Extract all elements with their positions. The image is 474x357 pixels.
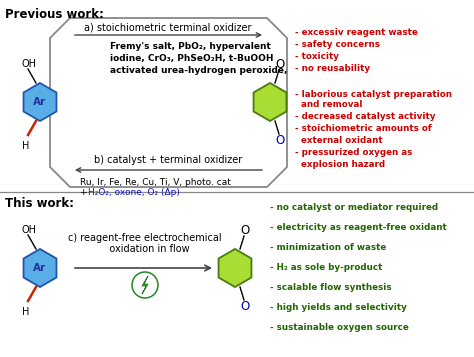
Text: - laborious catalyst preparation: - laborious catalyst preparation <box>295 90 452 99</box>
Text: - sustainable oxygen source: - sustainable oxygen source <box>270 323 409 332</box>
Text: - minimization of waste: - minimization of waste <box>270 243 386 252</box>
Text: - H₂ as sole by-product: - H₂ as sole by-product <box>270 263 383 272</box>
Text: oxidation in flow: oxidation in flow <box>100 244 190 254</box>
Polygon shape <box>24 83 56 121</box>
Text: O: O <box>275 135 284 147</box>
Text: O: O <box>240 301 250 313</box>
Text: and removal: and removal <box>295 100 363 109</box>
Text: Ru, Ir, Fe, Re, Cu, Ti, V, photo. cat: Ru, Ir, Fe, Re, Cu, Ti, V, photo. cat <box>80 178 231 187</box>
Text: Fremy's salt, PbO₂, hypervalent
iodine, CrO₃, PhSeO₂H, t-BuOOH
activated urea-hy: Fremy's salt, PbO₂, hypervalent iodine, … <box>110 42 287 75</box>
Text: +: + <box>80 188 91 197</box>
Text: - high yields and selectivity: - high yields and selectivity <box>270 303 407 312</box>
Text: b) catalyst + terminal oxidizer: b) catalyst + terminal oxidizer <box>94 155 242 165</box>
Text: This work:: This work: <box>5 197 74 210</box>
Text: Ar: Ar <box>34 97 46 107</box>
Text: OH: OH <box>22 59 37 69</box>
Text: O: O <box>275 57 284 70</box>
Polygon shape <box>219 249 251 287</box>
Polygon shape <box>254 83 286 121</box>
Text: explosion hazard: explosion hazard <box>295 160 385 169</box>
Text: - no reusability: - no reusability <box>295 64 370 73</box>
Text: H₂O₂, oxone, O₂ (Δp): H₂O₂, oxone, O₂ (Δp) <box>88 188 180 197</box>
Text: c) reagent-free electrochemical: c) reagent-free electrochemical <box>68 233 222 243</box>
Polygon shape <box>24 249 56 287</box>
Text: Previous work:: Previous work: <box>5 8 104 21</box>
Polygon shape <box>142 276 148 294</box>
Text: O: O <box>240 223 250 236</box>
Text: - pressurized oxygen as: - pressurized oxygen as <box>295 148 412 157</box>
Text: Ar: Ar <box>34 263 46 273</box>
Text: - safety concerns: - safety concerns <box>295 40 380 49</box>
Text: H: H <box>22 307 30 317</box>
Text: - electricity as reagent-free oxidant: - electricity as reagent-free oxidant <box>270 223 447 232</box>
Text: OH: OH <box>22 225 37 235</box>
Text: - scalable flow synthesis: - scalable flow synthesis <box>270 283 392 292</box>
Text: - decreased catalyst activity: - decreased catalyst activity <box>295 112 436 121</box>
Text: external oxidant: external oxidant <box>295 136 383 145</box>
Text: a) stoichiometric terminal oxidizer: a) stoichiometric terminal oxidizer <box>84 22 252 32</box>
Text: - toxicity: - toxicity <box>295 52 339 61</box>
Text: - stoichiometric amounts of: - stoichiometric amounts of <box>295 124 432 133</box>
Text: - no catalyst or mediator required: - no catalyst or mediator required <box>270 203 438 212</box>
Text: - excessiv reagent waste: - excessiv reagent waste <box>295 28 418 37</box>
Text: H: H <box>22 141 30 151</box>
